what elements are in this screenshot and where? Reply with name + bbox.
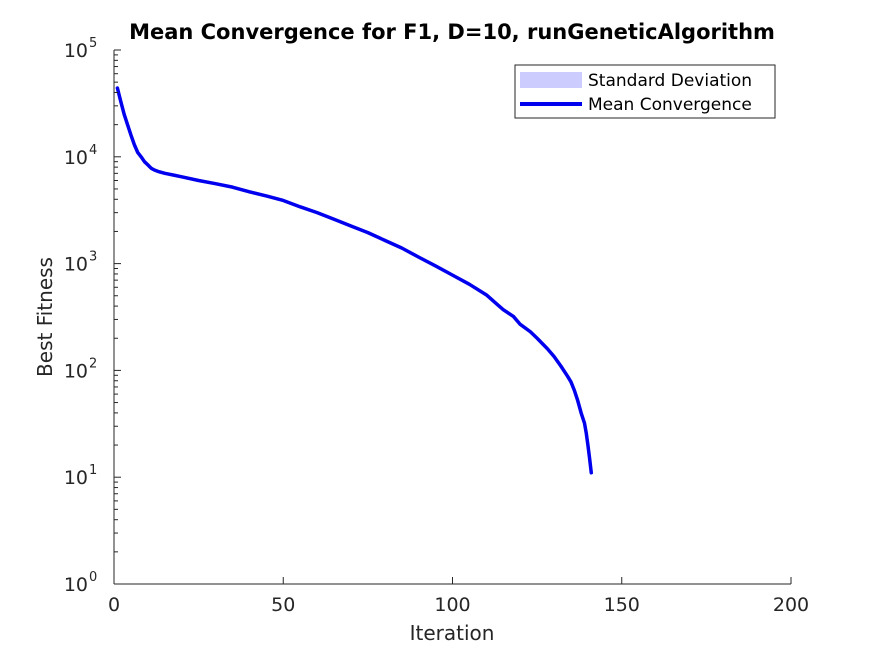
y-tick-exponent: 0 [89,570,97,585]
y-axis-label: Best Fitness [33,257,57,377]
x-axis-ticks: 0 50 100 150 200 [108,577,809,616]
series-layer [115,86,594,475]
y-tick-label: 10 [64,147,88,169]
y-tick-exponent: 3 [89,250,97,265]
legend: Standard Deviation Mean Convergence [514,64,776,119]
series-line-mean-convergence [115,86,594,475]
y-tick-label: 10 [64,574,88,596]
y-tick-exponent: 1 [89,463,97,478]
legend-swatch-standard-deviation [520,72,582,88]
axes-background [114,50,791,584]
y-tick-label: 10 [64,254,88,276]
x-tick-label: 50 [271,594,295,616]
y-tick-label: 10 [64,40,88,62]
legend-label-mean-convergence: Mean Convergence [588,95,752,115]
x-tick-label: 200 [773,594,809,616]
y-tick-label: 10 [64,360,88,382]
y-tick-exponent: 2 [89,356,97,371]
x-tick-label: 100 [434,594,470,616]
y-tick-exponent: 4 [89,143,97,158]
chart-title: Mean Convergence for F1, D=10, runGeneti… [129,20,775,44]
x-axis-label: Iteration [410,621,495,645]
y-tick-exponent: 5 [89,36,97,51]
y-tick-label: 10 [64,467,88,489]
x-tick-label: 150 [604,594,640,616]
legend-label-standard-deviation: Standard Deviation [588,71,752,91]
x-tick-label: 0 [108,594,120,616]
